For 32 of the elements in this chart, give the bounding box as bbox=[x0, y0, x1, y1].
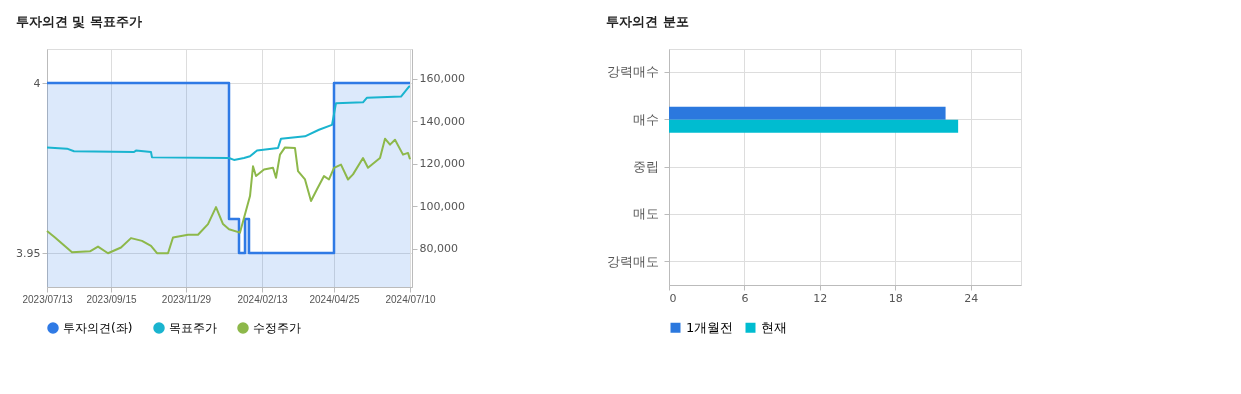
y-tick-label: 중립 bbox=[632, 159, 659, 174]
x-tick-label: 0 bbox=[669, 291, 677, 305]
x-tick-label: 24 bbox=[964, 291, 979, 305]
x-tick-label: 2024/04/25 bbox=[309, 293, 360, 305]
x-tick-label: 2023/09/15 bbox=[86, 293, 137, 305]
y-tick-label: 강력매수 bbox=[606, 64, 659, 80]
x-tick-label: 2023/11/29 bbox=[161, 293, 212, 305]
y-tick-label: 매수 bbox=[632, 111, 659, 127]
y2-tick-label: 160,000 bbox=[419, 72, 465, 86]
legend-label: 투자의견(좌) bbox=[63, 321, 133, 335]
x-tick-label: 12 bbox=[813, 291, 828, 305]
y-tick-label: 강력매도 bbox=[606, 253, 659, 269]
x-tick-label: 2024/02/13 bbox=[237, 293, 288, 305]
line-series bbox=[46, 137, 411, 255]
y2-tick-label: 120,000 bbox=[419, 157, 465, 171]
legend-label: 목표주가 bbox=[169, 321, 217, 335]
legend-label: 수정주가 bbox=[253, 321, 301, 335]
y2-tick-label: 100,000 bbox=[419, 199, 465, 213]
chart-title: 투자의견 분포 bbox=[606, 14, 689, 29]
legend-label: 1개월전 bbox=[686, 319, 734, 335]
x-tick-label: 2023/07/13 bbox=[22, 293, 73, 305]
legend-label: 현재 bbox=[761, 319, 787, 335]
x-tick-label: 2024/07/10 bbox=[385, 293, 436, 305]
chart-title: 투자의견 및 목표주가 bbox=[15, 14, 142, 29]
line-series bbox=[46, 85, 411, 161]
x-tick-label: 18 bbox=[888, 291, 903, 305]
y2-tick-label: 80,000 bbox=[419, 242, 458, 256]
y-tick-label: 3.95 bbox=[16, 246, 41, 260]
y-tick-label: 매도 bbox=[632, 206, 659, 222]
x-tick-label: 6 bbox=[741, 291, 749, 305]
y2-tick-label: 140,000 bbox=[419, 114, 465, 128]
y-tick-label: 4 bbox=[33, 76, 41, 90]
